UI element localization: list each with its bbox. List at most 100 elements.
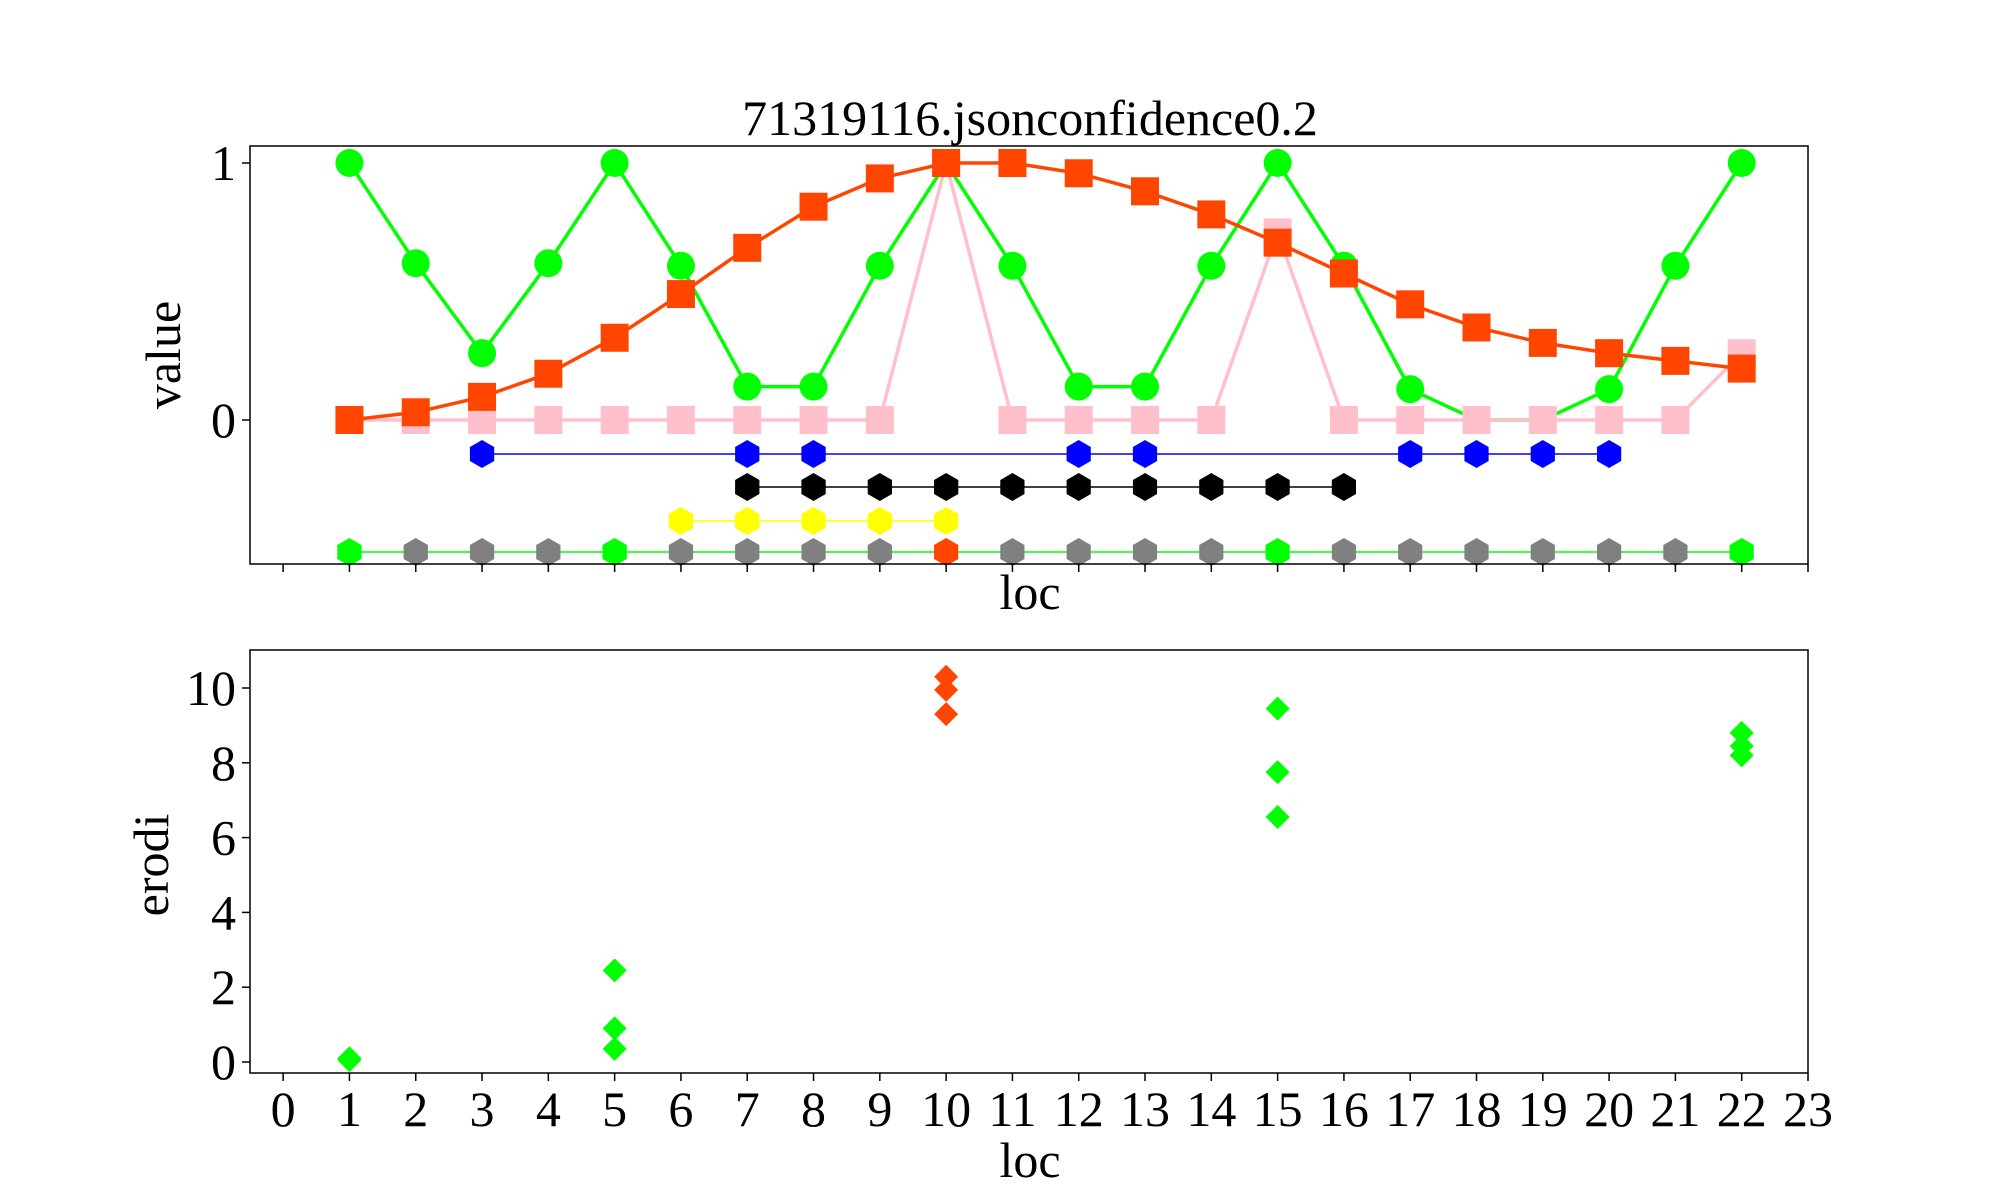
series-1-point-16 [1396, 406, 1425, 434]
series-0-point-11 [1064, 372, 1093, 401]
erodi-point-7 [934, 664, 959, 689]
series-3-point-0 [469, 440, 495, 468]
series-6-point-19 [1597, 538, 1622, 566]
series-1-point-15 [1329, 406, 1358, 434]
series-0-point-5 [666, 251, 695, 280]
top-y-tick-label: 0 [211, 392, 236, 448]
series-6-point-15 [1331, 538, 1356, 566]
series-0 [335, 149, 1756, 434]
series-1-point-4 [600, 406, 629, 434]
erodi-point-12 [1729, 733, 1754, 758]
bottom-x-tick-label: 1 [337, 1081, 362, 1137]
series-6-point-7 [801, 538, 826, 566]
erodi-point-10 [1265, 696, 1290, 721]
series-1-point-6 [733, 406, 762, 434]
series-1-point-12 [1131, 406, 1160, 434]
series-2-point-9 [932, 149, 961, 177]
bottom-x-tick-label: 10 [921, 1081, 971, 1137]
series-3-point-6 [1464, 440, 1489, 468]
series-0-point-13 [1197, 251, 1226, 280]
series-6-point-16 [1398, 538, 1423, 566]
bottom-x-axis-label: loc [999, 1132, 1060, 1188]
series-6 [337, 538, 1754, 566]
series-4-point-9 [1331, 473, 1356, 501]
bottom-x-tick-label: 20 [1584, 1081, 1634, 1137]
series-2 [335, 149, 1756, 434]
series-4 [735, 473, 1356, 501]
bottom-x-tick-label: 18 [1452, 1081, 1502, 1137]
series-6-point-21 [1729, 538, 1754, 566]
series-0-point-3 [534, 249, 563, 278]
series-2-point-1 [401, 398, 430, 427]
bottom-x-tick-label: 15 [1253, 1081, 1303, 1137]
series-1-point-8 [865, 406, 894, 434]
erodi-point-2 [602, 1036, 627, 1061]
series-4-point-5 [1066, 473, 1091, 501]
series-3-point-3 [1066, 440, 1091, 468]
bottom-x-tick-label: 2 [403, 1081, 428, 1137]
series-3-point-2 [801, 440, 826, 468]
bottom-x-tick-label: 5 [602, 1081, 627, 1137]
bottom-x-tick-label: 14 [1186, 1081, 1236, 1137]
series-2-point-18 [1528, 328, 1557, 357]
series-3-point-5 [1398, 440, 1423, 468]
series-3 [469, 440, 1622, 468]
bottom-y-tick-label: 4 [211, 884, 236, 940]
erodi-point-8 [1265, 805, 1290, 830]
erodi-point-3 [602, 1016, 627, 1041]
series-2-point-10 [998, 149, 1027, 177]
top-panel: 71319116.jsonconfidence0.2 01 loc value [135, 90, 1809, 620]
series-0-point-0 [335, 149, 364, 177]
series-4-point-2 [867, 473, 892, 501]
bottom-x-tick-label: 17 [1385, 1081, 1435, 1137]
series-6-point-9 [934, 538, 959, 566]
bottom-x-tick-label: 12 [1054, 1081, 1104, 1137]
series-2-point-16 [1396, 290, 1425, 319]
series-6-point-20 [1663, 538, 1688, 566]
series-2-point-5 [666, 280, 695, 309]
series-6-point-14 [1265, 538, 1290, 566]
series-1-point-3 [534, 406, 563, 434]
series-1 [335, 149, 1756, 434]
series-1-point-7 [799, 406, 828, 434]
series-2-point-12 [1131, 177, 1160, 206]
top-plot-content [335, 149, 1756, 566]
bottom-y-tick-label: 0 [211, 1034, 236, 1090]
top-plot-frame [249, 145, 1809, 565]
chart-title: 71319116.jsonconfidence0.2 [742, 90, 1318, 146]
series-6-point-13 [1199, 538, 1224, 566]
series-2-point-7 [799, 192, 828, 221]
erodi-point-1 [337, 1046, 362, 1071]
top-x-axis-label: loc [999, 564, 1060, 620]
series-2-point-6 [733, 233, 762, 262]
bottom-x-tick-label: 19 [1518, 1081, 1568, 1137]
series-6-point-8 [867, 538, 892, 566]
series-2-point-2 [468, 382, 497, 411]
bottom-y-tick-label: 8 [211, 735, 236, 791]
series-2-point-19 [1595, 339, 1624, 368]
series-5-point-2 [801, 507, 826, 535]
top-y-tick-label: 1 [211, 135, 236, 191]
bottom-x-tick-label: 6 [668, 1081, 693, 1137]
series-2-point-4 [600, 323, 629, 352]
series-2-point-20 [1661, 346, 1690, 375]
bottom-x-tick-label: 4 [536, 1081, 561, 1137]
series-4-point-1 [801, 473, 826, 501]
series-2-point-0 [335, 406, 364, 434]
bottom-x-tick-label: 0 [271, 1081, 296, 1137]
series-0-point-6 [733, 372, 762, 401]
series-5-point-1 [735, 507, 760, 535]
series-5 [668, 507, 959, 535]
series-0-point-16 [1396, 375, 1425, 404]
bottom-x-tick-label: 21 [1650, 1081, 1700, 1137]
bottom-plot-content [337, 664, 1754, 1073]
series-5-point-0 [668, 507, 694, 535]
series-0-point-20 [1661, 251, 1690, 280]
series-0-point-19 [1595, 375, 1624, 404]
erodi-point-5 [934, 702, 959, 727]
series-1-point-18 [1528, 406, 1557, 434]
bottom-y-tick-label: 2 [211, 959, 236, 1015]
